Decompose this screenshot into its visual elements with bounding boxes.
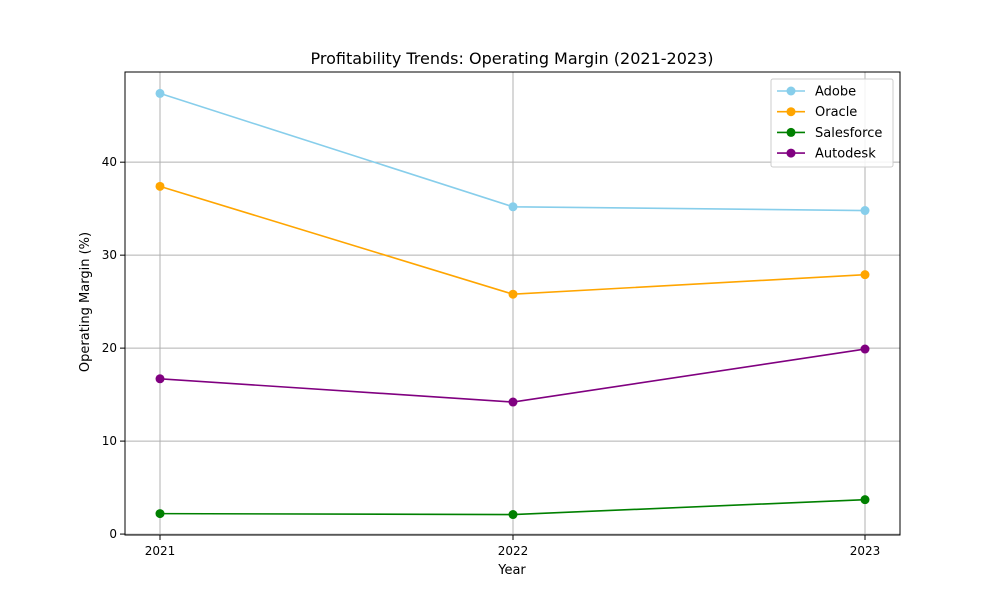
series-oracle <box>155 181 870 299</box>
tick-layer: 2021 2022 2023 0 10 20 30 40 <box>102 155 881 558</box>
y-axis-label: Operating Margin (%) <box>78 232 93 372</box>
y-tick-label: 20 <box>102 341 117 355</box>
legend-item-autodesk: Autodesk <box>777 147 876 162</box>
data-point-salesforce <box>860 495 870 505</box>
y-tick-label: 30 <box>102 248 117 262</box>
data-point-adobe <box>860 206 870 216</box>
legend-marker-oracle <box>786 107 796 117</box>
data-point-autodesk <box>155 374 165 384</box>
legend-item-salesforce: Salesforce <box>777 126 882 141</box>
data-point-adobe <box>508 202 518 212</box>
data-point-oracle <box>860 270 870 280</box>
legend-frame <box>770 78 894 168</box>
legend: Adobe Oracle Salesforce Autodesk <box>770 78 894 168</box>
data-point-salesforce <box>155 509 165 519</box>
chart-title: Profitability Trends: Operating Margin (… <box>311 49 714 68</box>
series-salesforce <box>155 495 870 520</box>
series-layer <box>155 88 870 520</box>
data-point-autodesk <box>508 397 518 407</box>
legend-marker-adobe <box>786 86 796 96</box>
x-tick-label: 2023 <box>850 544 881 558</box>
legend-label-salesforce: Salesforce <box>815 126 882 141</box>
legend-label-autodesk: Autodesk <box>815 147 876 162</box>
y-tick-label: 40 <box>102 155 117 169</box>
x-tick-label: 2022 <box>498 544 529 558</box>
legend-label-oracle: Oracle <box>815 105 857 120</box>
series-autodesk <box>155 344 870 407</box>
legend-item-adobe: Adobe <box>777 85 856 100</box>
y-tick-label: 10 <box>102 434 117 448</box>
x-axis-label: Year <box>497 563 526 578</box>
data-point-oracle <box>155 181 165 191</box>
legend-item-oracle: Oracle <box>777 105 857 120</box>
x-tick-label: 2021 <box>145 544 176 558</box>
data-point-salesforce <box>508 510 518 520</box>
legend-label-adobe: Adobe <box>815 85 856 100</box>
data-point-adobe <box>155 88 165 98</box>
y-tick-label: 0 <box>109 527 117 541</box>
data-point-oracle <box>508 289 518 299</box>
legend-marker-autodesk <box>786 148 796 158</box>
legend-marker-salesforce <box>786 127 796 137</box>
series-adobe <box>155 88 870 216</box>
data-point-autodesk <box>860 344 870 354</box>
